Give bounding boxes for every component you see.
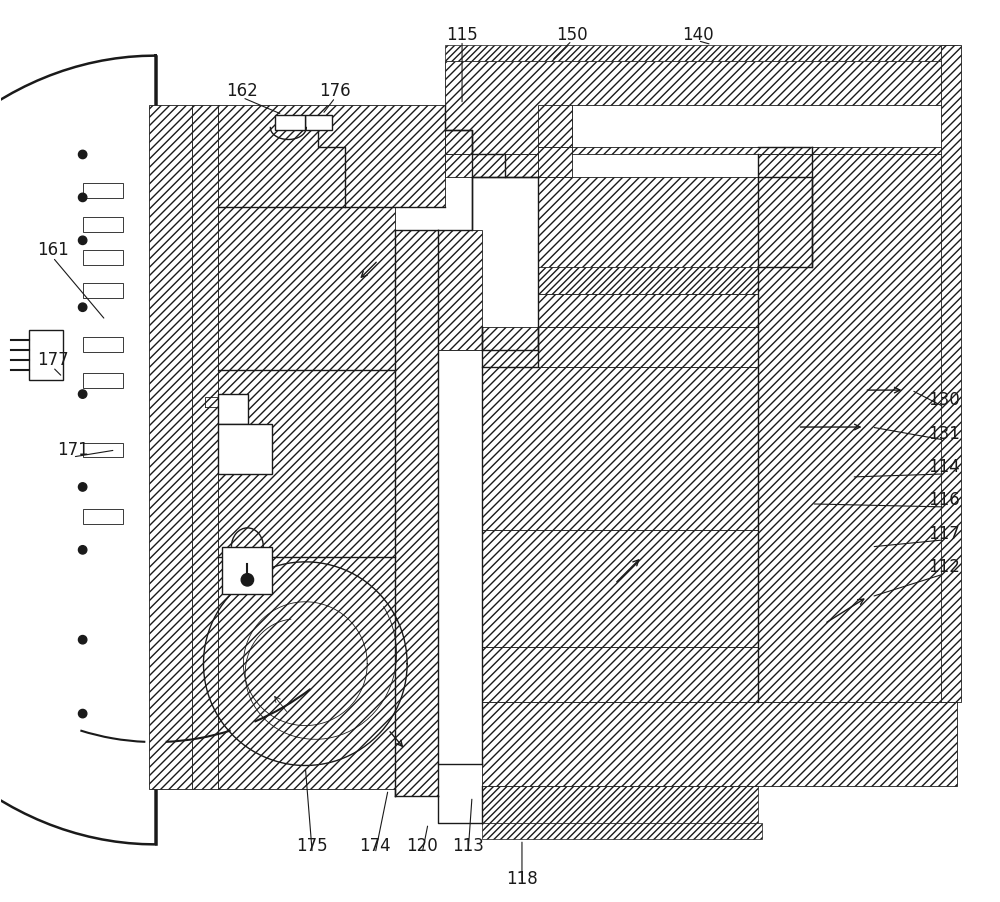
Polygon shape xyxy=(192,105,218,789)
Polygon shape xyxy=(218,370,395,557)
Polygon shape xyxy=(218,207,395,370)
Polygon shape xyxy=(941,44,961,702)
Text: 174: 174 xyxy=(359,837,391,855)
Polygon shape xyxy=(538,105,572,147)
Text: 171: 171 xyxy=(57,441,89,459)
Polygon shape xyxy=(445,131,472,154)
Polygon shape xyxy=(83,510,123,524)
Circle shape xyxy=(78,709,87,718)
Polygon shape xyxy=(482,824,762,840)
Text: 117: 117 xyxy=(928,525,960,543)
Polygon shape xyxy=(222,547,272,594)
Polygon shape xyxy=(445,154,472,178)
Circle shape xyxy=(78,483,87,491)
Circle shape xyxy=(78,151,87,159)
Polygon shape xyxy=(572,105,957,147)
Text: 114: 114 xyxy=(928,458,960,476)
Polygon shape xyxy=(305,115,332,131)
Polygon shape xyxy=(482,327,758,367)
Circle shape xyxy=(78,236,87,244)
Polygon shape xyxy=(218,394,248,424)
Polygon shape xyxy=(445,60,957,154)
Polygon shape xyxy=(482,529,758,647)
Polygon shape xyxy=(83,250,123,265)
Text: 120: 120 xyxy=(406,837,438,855)
Polygon shape xyxy=(472,154,538,178)
Polygon shape xyxy=(482,367,758,529)
Polygon shape xyxy=(538,267,758,294)
Polygon shape xyxy=(538,294,758,327)
Polygon shape xyxy=(438,230,482,350)
Polygon shape xyxy=(275,115,305,131)
Polygon shape xyxy=(538,178,758,267)
Text: 150: 150 xyxy=(556,25,588,43)
Polygon shape xyxy=(218,105,445,207)
Text: 118: 118 xyxy=(506,870,538,888)
Polygon shape xyxy=(149,105,192,789)
Polygon shape xyxy=(83,282,123,298)
Text: 175: 175 xyxy=(296,837,328,855)
Polygon shape xyxy=(482,647,758,702)
Text: 162: 162 xyxy=(227,81,258,99)
Polygon shape xyxy=(218,557,395,789)
Text: 112: 112 xyxy=(928,557,960,575)
Polygon shape xyxy=(218,424,272,474)
Polygon shape xyxy=(438,350,482,763)
Polygon shape xyxy=(83,336,123,352)
Text: 176: 176 xyxy=(319,81,351,99)
Polygon shape xyxy=(83,373,123,388)
Polygon shape xyxy=(445,44,957,60)
Text: 115: 115 xyxy=(446,25,478,43)
Circle shape xyxy=(78,546,87,554)
Polygon shape xyxy=(83,443,123,457)
Polygon shape xyxy=(395,230,438,796)
Circle shape xyxy=(78,390,87,399)
Circle shape xyxy=(241,574,254,586)
Text: 131: 131 xyxy=(928,425,960,443)
Text: 177: 177 xyxy=(37,351,69,369)
Polygon shape xyxy=(83,183,123,198)
Polygon shape xyxy=(29,330,63,380)
Text: 161: 161 xyxy=(37,242,69,259)
Text: 140: 140 xyxy=(682,25,714,43)
Text: 116: 116 xyxy=(928,491,960,509)
Text: 130: 130 xyxy=(928,391,960,410)
Polygon shape xyxy=(482,787,758,824)
Circle shape xyxy=(78,303,87,311)
Polygon shape xyxy=(83,216,123,232)
Text: 113: 113 xyxy=(452,837,484,855)
Polygon shape xyxy=(538,147,572,178)
Polygon shape xyxy=(482,702,957,787)
Circle shape xyxy=(78,636,87,644)
Polygon shape xyxy=(758,154,957,702)
Circle shape xyxy=(78,193,87,201)
